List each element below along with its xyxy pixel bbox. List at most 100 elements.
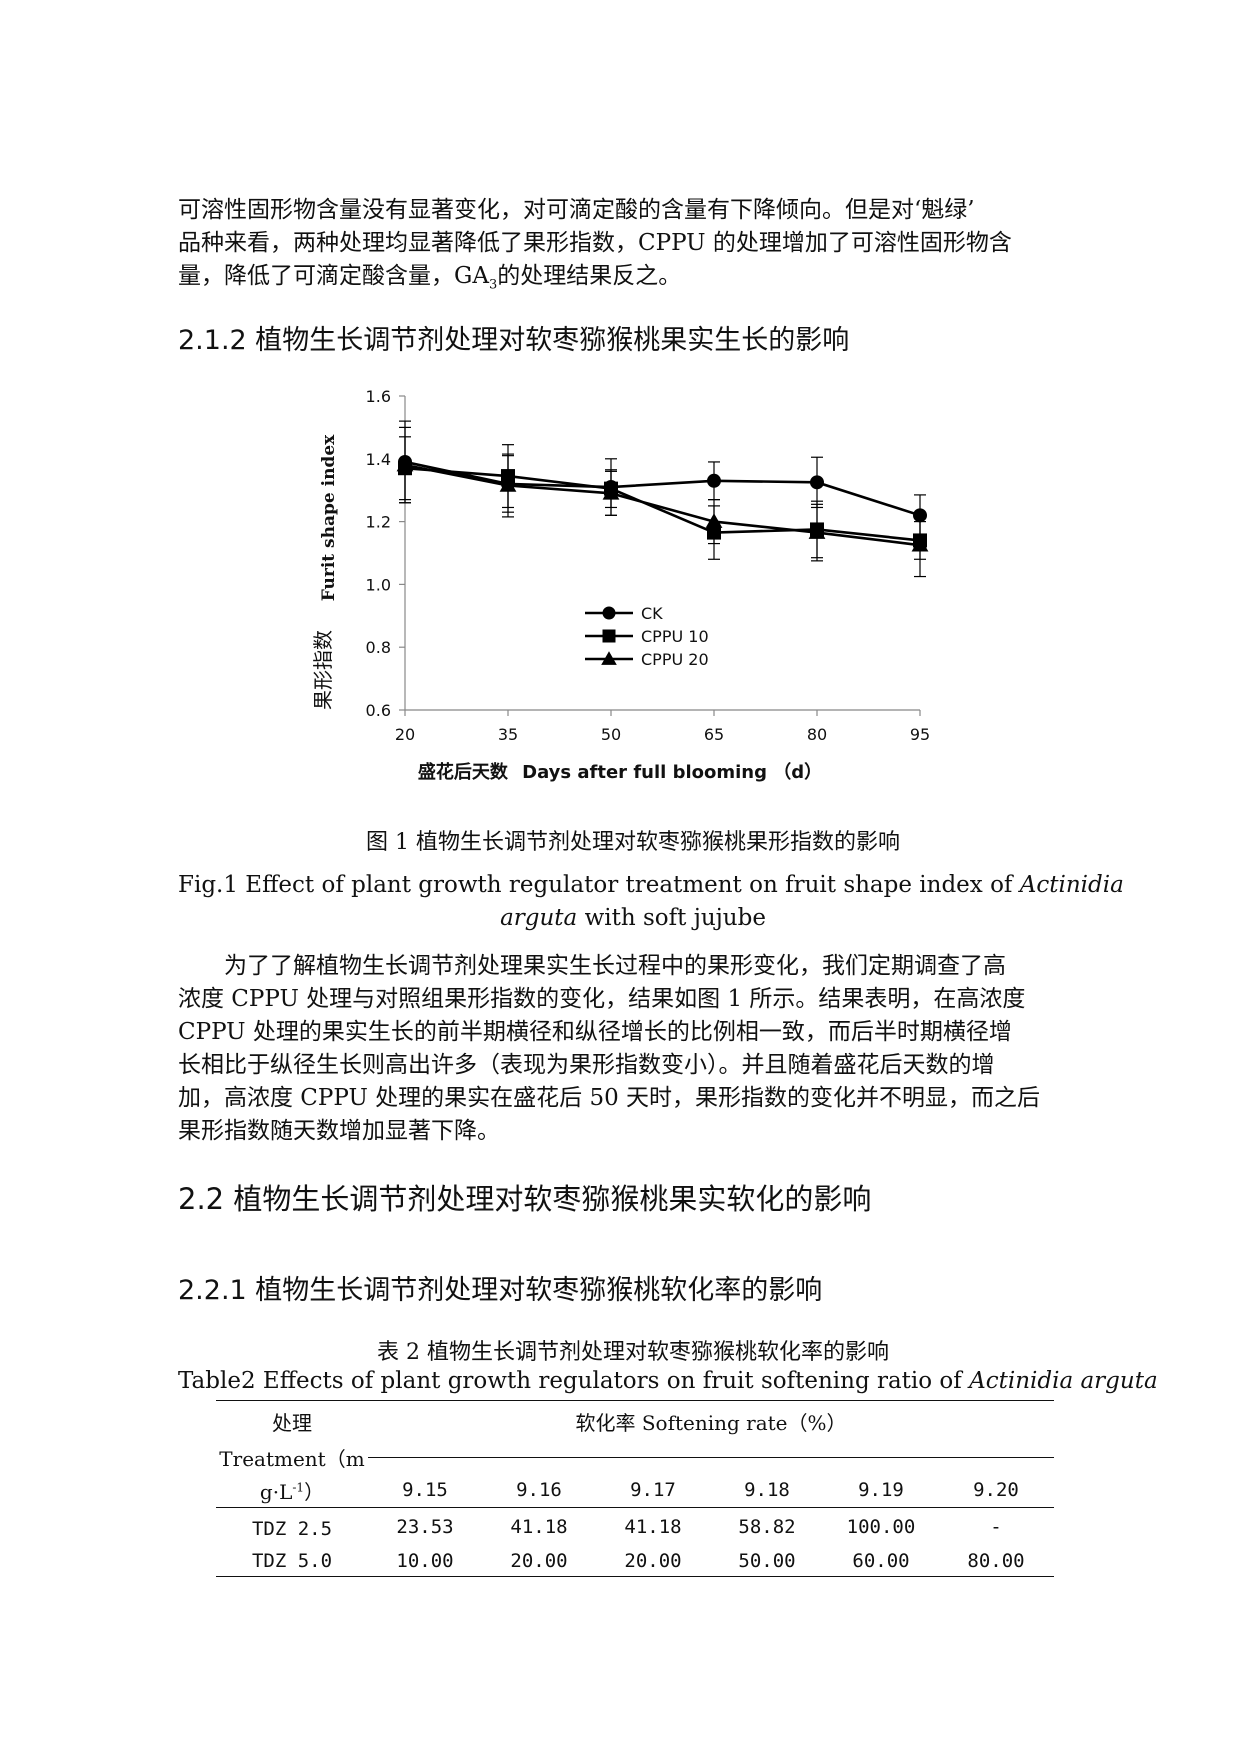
y-tick-label: 1.2 (366, 513, 391, 532)
table-caption-en-species: Actinidia arguta (969, 1368, 1158, 1394)
legend-label: CPPU 10 (641, 627, 709, 646)
series-cppu-10 (398, 436, 927, 560)
table-cell: - (990, 1516, 1002, 1538)
x-tick-label: 95 (910, 725, 930, 744)
legend-item-ck: CK (585, 604, 663, 623)
date-header: 9.15 (368, 1473, 482, 1508)
date-header: 9.20 (938, 1473, 1054, 1508)
table-header-row-1: 处理 软化率 Softening rate（%） (216, 1400, 1054, 1441)
y-tick-label: 1.0 (366, 575, 391, 594)
table-cell: 58.82 (738, 1516, 796, 1538)
table-row: TDZ 2.5 23.53 41.18 41.18 58.82 100.00 - (216, 1508, 1054, 1547)
results-line-2: 浓度 CPPU 处理与对照组果形指数的变化，结果如图 1 所示。结果表明，在高浓… (178, 986, 1026, 1012)
figure-caption-en-species-epithet: arguta (500, 905, 578, 931)
date-header: 9.16 (482, 1473, 596, 1508)
results-line-1: 为了了解植物生长调节剂处理果实生长过程中的果形变化，我们定期调查了高 (224, 953, 1006, 979)
softening-rate-header: 软化率 Softening rate（%） (368, 1400, 1054, 1441)
legend-label: CK (641, 604, 663, 623)
x-tick-label: 35 (498, 725, 518, 744)
data-point-cppu-20 (705, 513, 723, 528)
x-axis-label-cn: 盛花后天数 (418, 761, 509, 783)
x-tick-label: 80 (807, 725, 827, 744)
data-point-cppu-20 (911, 536, 929, 552)
section-heading-2-1-2: 2.1.2 植物生长调节剂处理对软枣猕猴桃果实生长的影响 (178, 325, 850, 356)
table-cell: 10.00 (368, 1546, 482, 1577)
legend-marker (601, 651, 617, 665)
softening-header-rule (368, 1441, 1054, 1473)
table-cell: 60.00 (824, 1546, 938, 1577)
intro-line-1: 可溶性固形物含量没有显著变化，对可滴定酸的含量有下降倾向。但是对‘魁绿’ (178, 197, 975, 223)
legend-marker (602, 629, 616, 643)
series-line-ck (404, 460, 921, 517)
table-cell: 50.00 (710, 1546, 824, 1577)
intro-line-3-b: 的处理结果反之。 (497, 263, 682, 289)
y-tick-label: 0.8 (366, 638, 391, 657)
results-line-3: CPPU 处理的果实生长的前半期横径和纵径增长的比例相一致，而后半时期横径增 (178, 1019, 1012, 1045)
date-header: 9.18 (710, 1473, 824, 1508)
section-heading-2-2-1: 2.2.1 植物生长调节剂处理对软枣猕猴桃软化率的影响 (178, 1275, 823, 1306)
x-tick-label: 65 (704, 725, 724, 744)
treatment-header-en-a: Treatment（m (219, 1446, 365, 1471)
table-cell: 20.00 (482, 1546, 596, 1577)
table-caption-cn: 表 2 植物生长调节剂处理对软枣猕猴桃软化率的影响 (377, 1340, 889, 1365)
data-point-cppu-20 (602, 484, 620, 500)
table-caption-en: Table2 Effects of plant growth regulator… (178, 1368, 1158, 1394)
row-label: TDZ 2.5 (251, 1518, 333, 1540)
table-cell: 20.00 (596, 1546, 710, 1577)
table-cell: 41.18 (510, 1516, 568, 1538)
intro-subscript: 3 (488, 277, 498, 293)
date-header: 9.19 (824, 1473, 938, 1508)
x-tick-label: 20 (395, 725, 415, 744)
y-tick-label: 0.6 (366, 701, 391, 720)
legend-item-cppu-10: CPPU 10 (585, 627, 709, 646)
results-line-5: 加，高浓度 CPPU 处理的果实在盛花后 50 天时，果形指数的变化并不明显，而… (178, 1085, 1041, 1111)
figure-caption-cn: 图 1 植物生长调节剂处理对软枣猕猴桃果形指数的影响 (366, 830, 900, 855)
treatment-header-en-c: ） (304, 1479, 325, 1504)
data-point-ck (810, 475, 824, 490)
legend-label: CPPU 20 (641, 650, 709, 669)
section-heading-2-2: 2.2 植物生长调节剂处理对软枣猕猴桃果实软化的影响 (178, 1182, 872, 1216)
figure-caption-en-line-1: Fig.1 Effect of plant growth regulator t… (178, 872, 1124, 898)
data-point-cppu-20 (396, 456, 414, 472)
softening-rate-table: 处理 软化率 Softening rate（%） Treatment（m g·L… (216, 1400, 1054, 1577)
x-axis-label-en: Days after full blooming （d） (522, 762, 822, 783)
legend-item-cppu-20: CPPU 20 (585, 650, 709, 669)
series-line-cppu-10 (404, 466, 921, 542)
x-tick-label: 50 (601, 725, 621, 744)
treatment-header-en-sup: -1 (292, 1479, 305, 1494)
table-header-row-2: Treatment（m (216, 1441, 1054, 1473)
table-header-row-3: g·L-1） 9.15 9.16 9.17 9.18 9.19 9.20 (216, 1473, 1054, 1508)
results-paragraph: 为了了解植物生长调节剂处理果实生长过程中的果形变化，我们定期调查了高 浓度 CP… (178, 950, 1088, 1148)
fruit-shape-index-chart: 0.6 0.8 1.0 1.2 1.4 1.6 20 35 50 65 80 95 CK CPPU 10… (311, 387, 930, 783)
results-line-4: 长相比于纵径生长则高出许多（表现为果形指数变小）。并且随着盛花后天数的增 (178, 1052, 995, 1078)
y-axis-label-en: Furit shape index (319, 434, 339, 601)
row-label: TDZ 5.0 (216, 1546, 368, 1577)
date-header: 9.17 (596, 1473, 710, 1508)
y-axis-label-cn: 果形指数 (311, 630, 335, 710)
table-cell: 80.00 (938, 1546, 1054, 1577)
table-cell: 23.53 (396, 1516, 454, 1538)
results-line-6: 果形指数随天数增加显著下降。 (178, 1118, 500, 1144)
figure-caption-en-line-2: arguta with soft jujube (178, 905, 1088, 931)
intro-line-3-a: 量，降低了可滴定酸含量，GA (178, 263, 489, 289)
treatment-header-unit: g·L-1） (216, 1473, 368, 1508)
y-tick-label: 1.4 (366, 450, 391, 469)
y-tick-label: 1.6 (366, 387, 391, 406)
series-line-cppu-20 (404, 463, 921, 547)
data-point-ck (707, 473, 721, 488)
treatment-header-cn: 处理 (216, 1400, 368, 1441)
table-cell: 41.18 (624, 1516, 682, 1538)
data-point-cppu-20 (808, 524, 826, 539)
series-cppu-20 (396, 426, 929, 578)
figure-caption-en-tail: with soft jujube (577, 905, 766, 931)
treatment-header-en-b: g·L (259, 1479, 293, 1504)
x-axis-label: 盛花后天数 Days after full blooming （d） (418, 761, 822, 783)
intro-line-3: 量，降低了可滴定酸含量，GA3的处理结果反之。 (178, 260, 1088, 302)
figure-caption-en-text: Fig.1 Effect of plant growth regulator t… (178, 872, 1020, 898)
intro-paragraph: 可溶性固形物含量没有显著变化，对可滴定酸的含量有下降倾向。但是对‘魁绿’ 品种来… (178, 194, 1088, 302)
figure-caption-en-species-genus: Actinidia (1019, 872, 1124, 898)
table-caption-en-text: Table2 Effects of plant growth regulator… (178, 1368, 970, 1394)
legend-marker (602, 606, 616, 620)
table-cell: 100.00 (846, 1516, 916, 1538)
treatment-header-en: Treatment（m (216, 1441, 368, 1473)
